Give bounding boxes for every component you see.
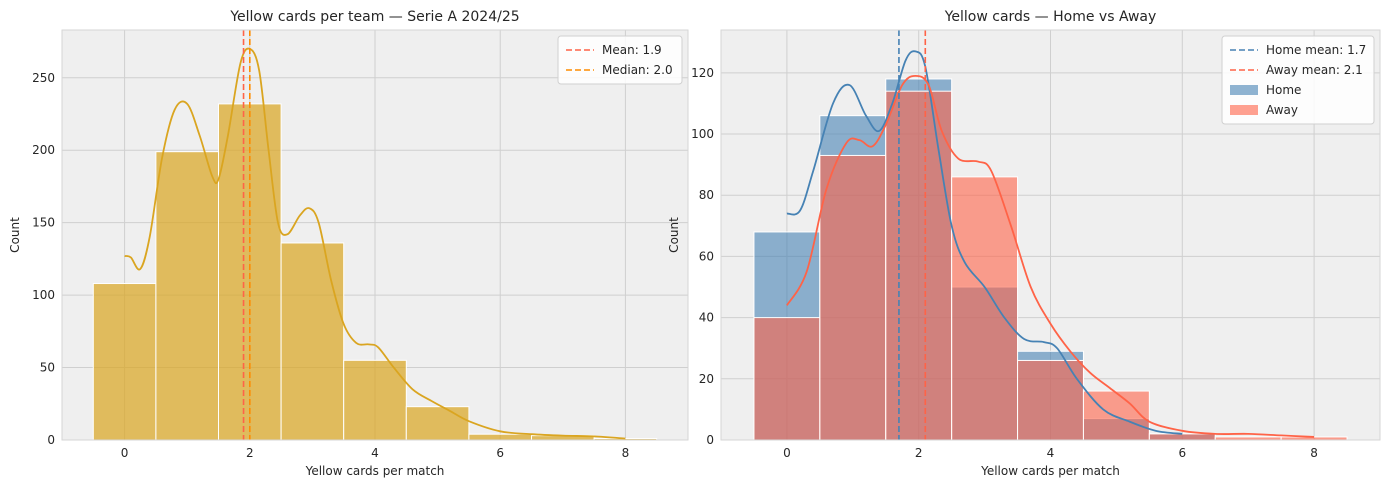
- x-tick-label: 4: [371, 446, 379, 460]
- y-tick-label: 50: [40, 361, 55, 375]
- y-tick-label: 120: [691, 66, 714, 80]
- y-tick-label: 100: [691, 127, 714, 141]
- legend: Home mean: 1.7 Away mean: 2.1 Home Away: [1221, 35, 1375, 125]
- y-tick-label: 20: [699, 372, 714, 386]
- bar-away: [885, 90, 953, 441]
- plot-border: [720, 29, 1381, 441]
- kde-line: [786, 74, 1315, 438]
- chart-1: 0 2 4 6 8 0 50 100 150 200 250 Yellow cards per tea…: [8, 9, 689, 478]
- y-tick-label: 60: [699, 249, 714, 263]
- x-tick-label: 0: [783, 446, 791, 460]
- bar-away: [1017, 359, 1084, 441]
- bar-away: [819, 154, 887, 441]
- bar-yellow-cards: [405, 406, 470, 441]
- x-tick-label: 2: [246, 446, 254, 460]
- x-axis-label: Yellow cards per match: [305, 464, 445, 478]
- bar-yellow-cards: [343, 359, 407, 441]
- chart-title: Yellow cards per team — Serie A 2024/25: [229, 9, 519, 25]
- legend-label: Home mean: 1.7: [1266, 43, 1366, 57]
- kde-line: [786, 50, 1183, 435]
- chart-title: Yellow cards — Home vs Away: [944, 9, 1157, 25]
- legend-patch: [1230, 85, 1258, 95]
- legend-label: Median: 2.0: [602, 63, 673, 77]
- legend-label: Home: [1266, 83, 1301, 97]
- legend-label: Away mean: 2.1: [1266, 63, 1363, 77]
- legend-patch: [1230, 105, 1258, 115]
- y-axis-label: Count: [667, 217, 681, 253]
- legend-label: Mean: 1.9: [602, 43, 662, 57]
- x-tick-label: 2: [915, 446, 923, 460]
- x-tick-label: 6: [1178, 446, 1186, 460]
- y-tick-label: 40: [699, 311, 714, 325]
- y-tick-label: 250: [32, 71, 55, 85]
- x-axis-label: Yellow cards per match: [980, 464, 1120, 478]
- x-tick-label: 6: [496, 446, 504, 460]
- y-tick-label: 80: [699, 188, 714, 202]
- bar-away: [1082, 390, 1150, 441]
- y-tick-label: 0: [47, 433, 55, 447]
- legend: Mean: 1.9 Median: 2.0: [557, 35, 683, 85]
- y-tick-label: 0: [706, 433, 714, 447]
- x-tick-label: 8: [1310, 446, 1318, 460]
- x-tick-label: 4: [1047, 446, 1055, 460]
- legend-box: [557, 35, 683, 85]
- x-tick-label: 8: [622, 446, 630, 460]
- y-tick-label: 200: [32, 143, 55, 157]
- bar-yellow-cards: [92, 283, 157, 441]
- y-axis-label: Count: [8, 217, 22, 253]
- bar-yellow-cards: [280, 242, 345, 441]
- legend-box: [1221, 35, 1375, 125]
- bar-away: [951, 176, 1019, 441]
- bar-away: [1148, 433, 1216, 441]
- bar-yellow-cards: [218, 103, 282, 441]
- plot-border: [61, 29, 689, 441]
- bar-away: [753, 317, 821, 441]
- bar-yellow-cards: [468, 433, 532, 441]
- legend-label: Away: [1266, 103, 1298, 117]
- y-tick-label: 150: [32, 216, 55, 230]
- y-tick-label: 100: [32, 288, 55, 302]
- bar-yellow-cards: [155, 151, 219, 441]
- kde-line: [124, 47, 626, 440]
- x-tick-label: 0: [121, 446, 129, 460]
